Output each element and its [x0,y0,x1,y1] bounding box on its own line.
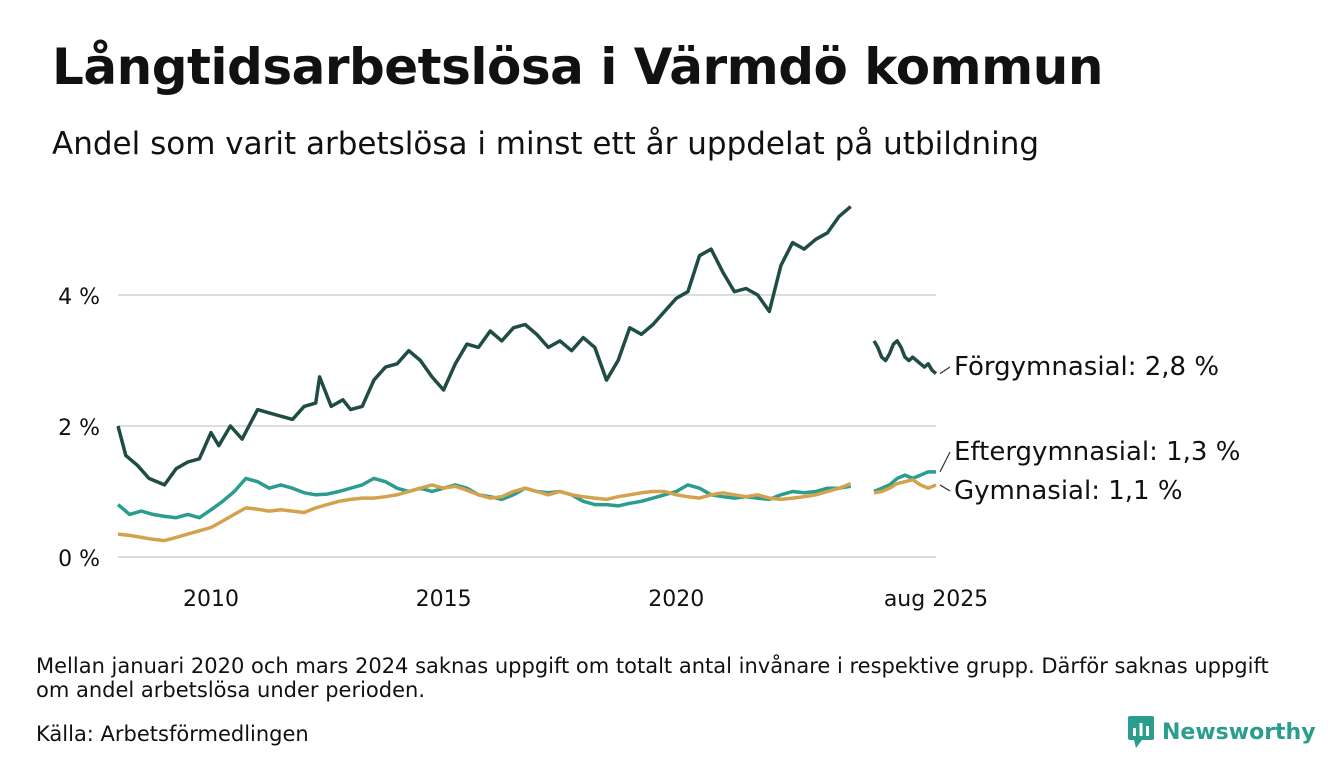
line-chart: 0 % 2 % 4 % 2010 2015 2020 aug 2025 Förgymnas… [58,205,1240,612]
y-tick-label: 4 % [58,285,100,310]
y-tick-label: 0 % [58,547,100,572]
x-axis-ticks: 2010 2015 2020 aug 2025 [183,587,988,612]
brand-logo[interactable]: Newsworthy [1128,716,1316,748]
end-label-gymnasial: Gymnasial: 1,1 % [954,476,1183,506]
source-note: Källa: Arbetsförmedlingen [36,722,309,746]
series-end-labels: Förgymnasial: 2,8 % Eftergymnasial: 1,3 %… [939,352,1240,506]
series-line-forgymnasial-1 [872,339,938,375]
series-line-eftergymnasial-1 [873,470,936,494]
end-label-leader [939,366,951,375]
y-tick-label: 2 % [58,416,100,441]
newsworthy-icon [1128,716,1154,748]
y-axis-ticks: 0 % 2 % 4 % [58,285,100,572]
x-tick-label: 2010 [183,587,239,612]
end-label-leader [939,484,951,492]
gridlines [118,294,936,558]
end-label-eftergymnasial: Eftergymnasial: 1,3 % [954,437,1240,467]
series-line-gymnasial-1 [873,477,937,495]
chart-title: Långtidsarbetslösa i Värmdö kommun [52,38,1103,96]
x-tick-label: 2020 [648,587,704,612]
series-line-gymnasial-0 [117,481,852,543]
x-tick-label: aug 2025 [884,587,988,612]
series-line-forgymnasial-0 [116,205,852,487]
brand-name: Newsworthy [1162,719,1316,745]
end-label-forgymnasial: Förgymnasial: 2,8 % [954,352,1219,382]
footnote: Mellan januari 2020 och mars 2024 saknas… [36,654,1269,702]
end-label-leader [939,451,951,473]
chart-subtitle: Andel som varit arbetslösa i minst ett å… [52,126,1040,162]
x-tick-label: 2015 [416,587,472,612]
series-lines [116,205,938,543]
